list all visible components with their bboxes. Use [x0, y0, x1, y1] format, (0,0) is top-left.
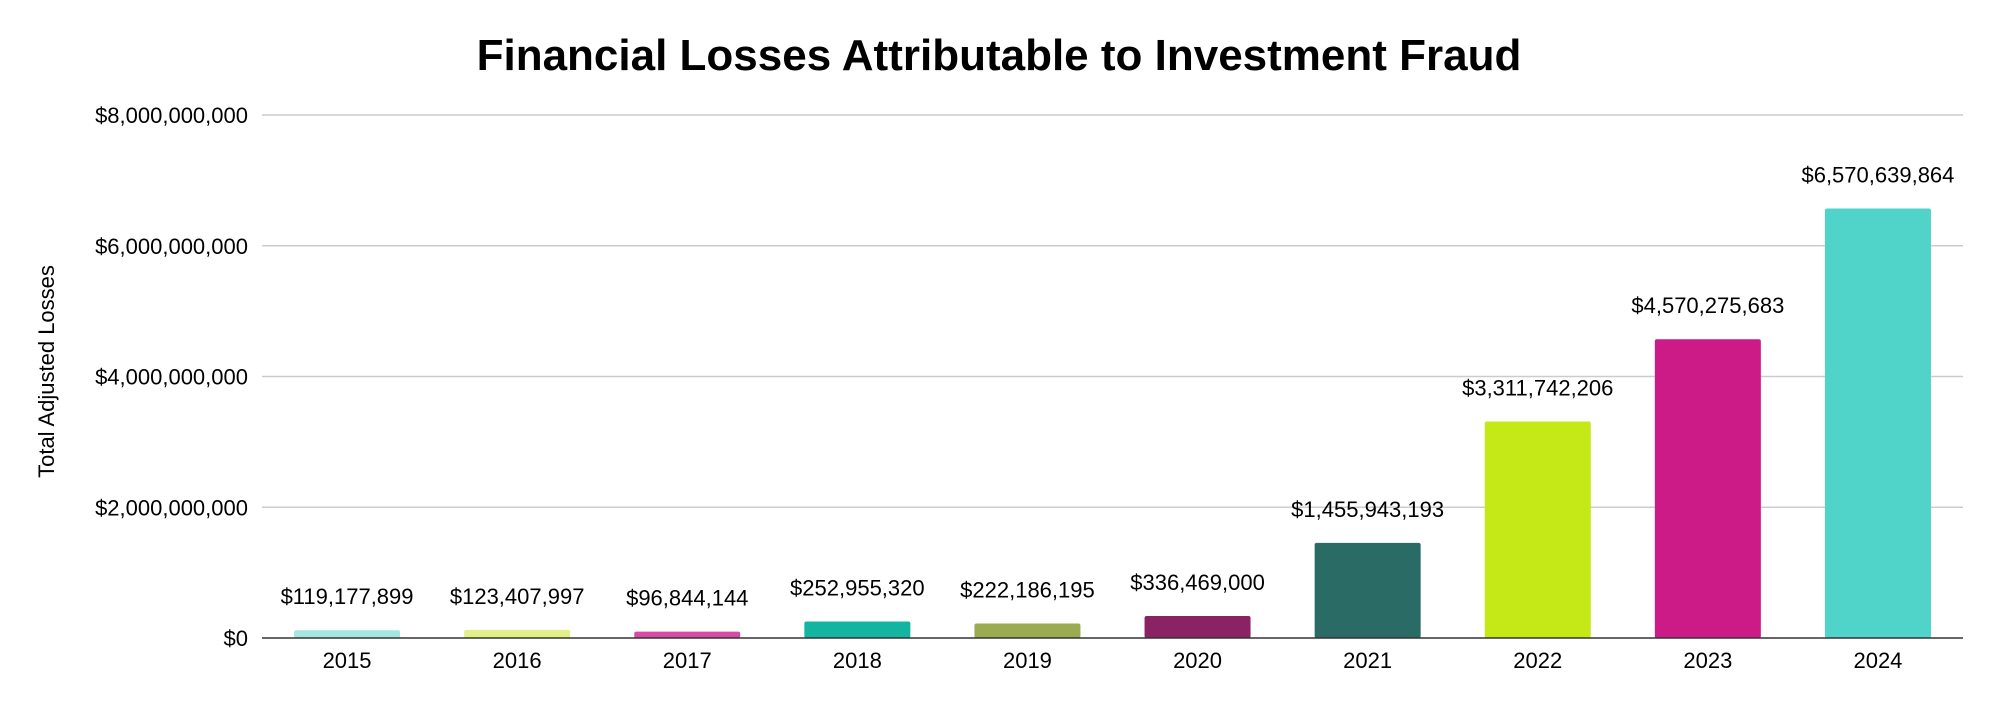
- x-tick-label-2022: 2022: [1513, 648, 1562, 673]
- bar-value-label-2021: $1,455,943,193: [1291, 497, 1444, 522]
- bar-2022: [1484, 421, 1591, 638]
- bar-value-label-2019: $222,186,195: [960, 577, 1095, 602]
- bar-2020: [1144, 616, 1251, 638]
- bar-2016: [464, 629, 571, 638]
- x-tick-label-2021: 2021: [1343, 648, 1392, 673]
- y-tick-label: $8,000,000,000: [95, 103, 248, 128]
- bar-2017: [634, 631, 741, 638]
- y-tick-label: $0: [224, 626, 248, 651]
- bar-value-labels: $119,177,899 $123,407,997 $96,844,144 $252,…: [281, 162, 1955, 610]
- x-tick-label-2023: 2023: [1683, 648, 1732, 673]
- x-tick-label-2017: 2017: [663, 648, 712, 673]
- x-axis-ticks: 2015 2016 2017 2018 2019 2020 2021 2022 2023 2024: [323, 648, 1903, 673]
- bar-value-label-2022: $3,311,742,206: [1462, 375, 1613, 400]
- y-tick-label: $4,000,000,000: [95, 365, 248, 390]
- bar-2018: [804, 621, 911, 638]
- bar-2023: [1654, 339, 1761, 638]
- x-tick-label-2020: 2020: [1173, 648, 1222, 673]
- bar-value-label-2016: $123,407,997: [450, 584, 585, 609]
- bar-2021: [1314, 542, 1421, 638]
- bar-value-label-2018: $252,955,320: [790, 575, 925, 600]
- bar-2015: [294, 630, 401, 638]
- bar-2024: [1824, 208, 1931, 639]
- x-tick-label-2019: 2019: [1003, 648, 1052, 673]
- y-axis-ticks: $0 $2,000,000,000 $4,000,000,000 $6,000,000…: [95, 103, 248, 651]
- bar-value-label-2017: $96,844,144: [626, 586, 748, 611]
- bar-2019: [974, 623, 1081, 638]
- x-tick-label-2018: 2018: [833, 648, 882, 673]
- x-tick-label-2015: 2015: [323, 648, 372, 673]
- bar-value-label-2020: $336,469,000: [1130, 570, 1265, 595]
- chart-title: Financial Losses Attributable to Investm…: [477, 31, 1522, 80]
- x-tick-label-2016: 2016: [493, 648, 542, 673]
- bar-value-label-2015: $119,177,899: [281, 584, 414, 609]
- bar-value-label-2023: $4,570,275,683: [1631, 293, 1784, 318]
- x-tick-label-2024: 2024: [1853, 648, 1902, 673]
- bar-value-label-2024: $6,570,639,864: [1801, 162, 1954, 187]
- bars: [294, 208, 1931, 639]
- y-axis-label: Total Adjusted Losses: [34, 265, 59, 478]
- y-tick-label: $2,000,000,000: [95, 495, 248, 520]
- y-tick-label: $6,000,000,000: [95, 234, 248, 259]
